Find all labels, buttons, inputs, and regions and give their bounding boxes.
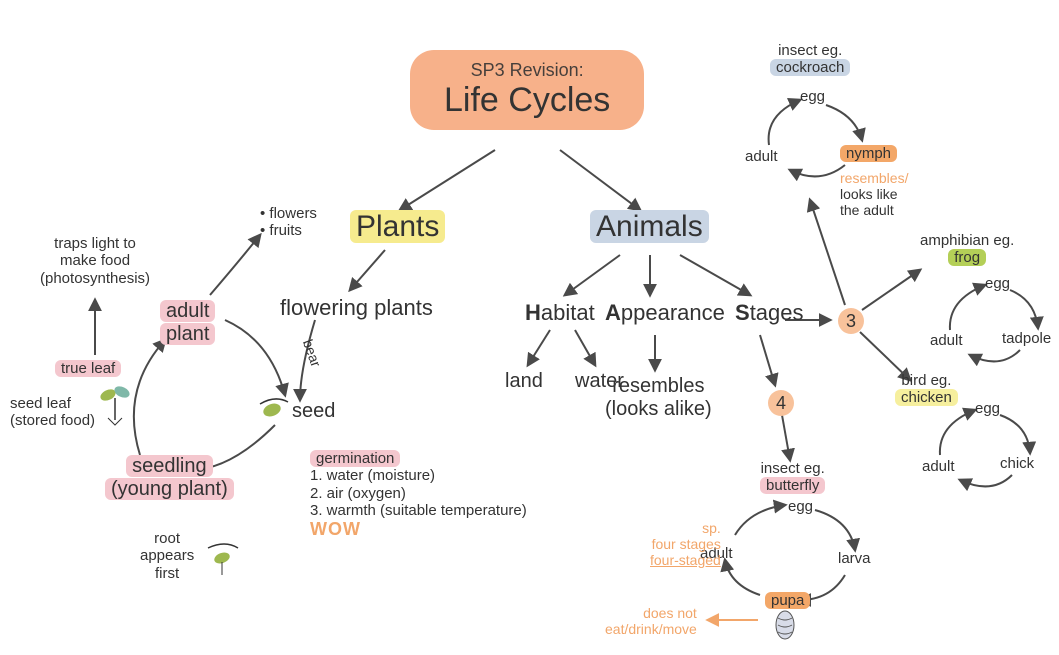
stages: Stages [735,300,804,325]
land: land [505,370,543,393]
chicken-adult: adult [922,458,955,475]
plants-label: Plants [350,210,445,245]
seedling: seedling (young plant) [105,455,234,501]
sp-note: sp.four stagesfour-staged [650,520,721,568]
frog-egg: egg [985,275,1010,292]
butterfly-pupa: pupa [765,592,810,609]
bear-label: bear [300,337,325,369]
stage-3: 3 [838,308,864,334]
pupa-note: does noteat/drink/move [605,605,697,637]
cockroach-adult: adult [745,148,778,165]
plant-bullets: • flowers• fruits [260,205,317,240]
butterfly-larva: larva [838,550,871,567]
chicken-egg: egg [975,400,1000,417]
frog-tadpole: tadpole [1002,330,1051,347]
title-box: SP3 Revision: Life Cycles [410,50,644,130]
butterfly-egg: egg [788,498,813,515]
title-sub: SP3 Revision: [444,60,610,81]
resembles: resembles(looks alike) [605,375,712,421]
root-first: rootappearsfirst [140,530,194,582]
appearance: Appearance [605,300,725,325]
habitat: Habitat [525,300,595,325]
title-main: Life Cycles [444,81,610,120]
cockroach-egg: egg [800,88,825,105]
cockroach-nymph: nymph [840,145,897,162]
germination: germination 1. water (moisture) 2. air (… [310,450,527,540]
seed-leaf: seed leaf(stored food) [10,395,95,430]
frog-intro: amphibian eg.frog [920,232,1014,267]
flowering-plants: flowering plants [280,295,433,320]
chicken-chick: chick [1000,455,1034,472]
butterfly-intro: insect eg.butterfly [760,460,825,495]
photosynthesis: traps light tomake food(photosynthesis) [40,235,150,287]
true-leaf: true leaf [55,360,121,377]
animals-label: Animals [590,210,709,245]
adult-plant: adult plant [160,300,215,346]
chicken-intro: bird eg.chicken [895,372,958,407]
stage-4: 4 [768,390,794,416]
seed-label: seed [292,400,335,423]
frog-adult: adult [930,332,963,349]
cockroach-intro: insect eg.cockroach [770,42,850,77]
nymph-note: resembles/looks likethe adult [840,170,908,218]
